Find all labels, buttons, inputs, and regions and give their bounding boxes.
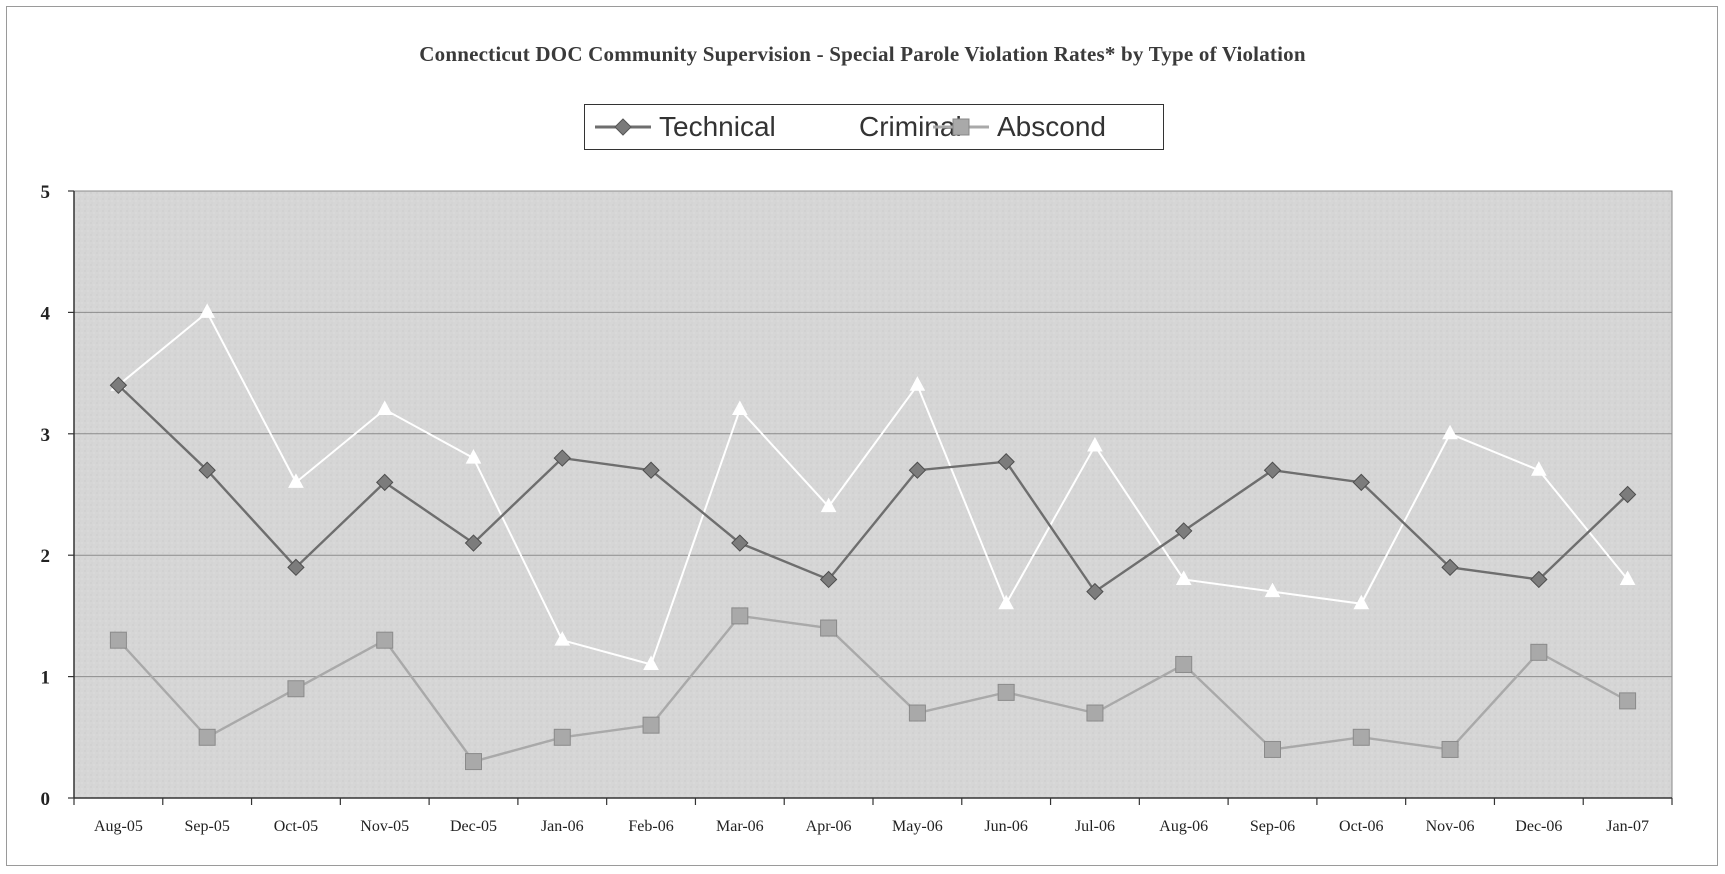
x-tick-label: Jul-06 xyxy=(1075,818,1115,835)
x-tick-label: Mar-06 xyxy=(716,818,764,835)
point-criminal xyxy=(1175,570,1192,585)
point-abscond xyxy=(1264,740,1281,758)
x-tick-label: Sep-06 xyxy=(1250,818,1295,835)
point-technical xyxy=(1441,558,1459,577)
axes: 0 1 2 3 4 5 Aug-05 Sep-05 Oct-05 Nov-05 Dec-05 Jan-… xyxy=(41,182,1673,835)
point-abscond xyxy=(1530,643,1548,661)
point-abscond xyxy=(465,753,482,771)
point-technical xyxy=(997,453,1015,471)
point-criminal xyxy=(731,400,748,416)
point-technical xyxy=(642,461,660,479)
point-criminal xyxy=(643,655,659,670)
y-tick-label: 4 xyxy=(41,303,51,324)
point-technical xyxy=(109,376,128,394)
point-technical xyxy=(1263,461,1282,479)
point-abscond xyxy=(376,631,394,649)
point-abscond xyxy=(1175,655,1193,673)
point-abscond xyxy=(997,683,1015,701)
series-line-abscond xyxy=(117,614,1629,763)
legend-item-abscond: Abscond xyxy=(931,108,1106,146)
legend-marker-technical xyxy=(595,118,651,136)
point-technical xyxy=(1175,522,1193,540)
point-technical xyxy=(1618,485,1637,504)
x-tick-label: May-06 xyxy=(892,818,943,835)
point-technical xyxy=(1086,582,1104,601)
x-tick-label: Apr-06 xyxy=(806,818,852,835)
point-abscond xyxy=(287,680,305,698)
point-criminal xyxy=(376,400,393,416)
x-tick-label: Dec-05 xyxy=(450,818,497,835)
point-technical xyxy=(908,461,927,479)
point-technical xyxy=(1530,570,1548,589)
x-tick-label: Feb-06 xyxy=(628,818,673,835)
point-criminal xyxy=(820,497,837,513)
point-criminal xyxy=(1264,582,1281,598)
point-criminal xyxy=(1442,424,1458,440)
point-technical xyxy=(376,473,394,492)
legend-label-technical: Technical xyxy=(659,111,776,142)
point-abscond xyxy=(908,704,926,722)
series-abscond xyxy=(109,607,1637,771)
point-technical xyxy=(731,534,749,552)
x-tick-label: Jun-06 xyxy=(984,818,1028,835)
x-tick-label: Aug-05 xyxy=(94,818,143,835)
x-tick-label: Aug-06 xyxy=(1159,818,1208,835)
point-abscond xyxy=(553,728,571,746)
point-criminal xyxy=(998,594,1015,610)
point-criminal xyxy=(554,631,571,646)
x-tick-label: Nov-05 xyxy=(360,818,409,835)
x-tick-label: Oct-06 xyxy=(1339,818,1383,835)
point-technical xyxy=(1352,473,1370,492)
point-criminal xyxy=(1619,570,1636,585)
x-tick-label: Jan-07 xyxy=(1606,818,1649,835)
point-technical xyxy=(819,570,838,589)
x-tick-label: Dec-06 xyxy=(1515,818,1562,835)
point-abscond xyxy=(642,716,660,734)
x-tick-label: Oct-05 xyxy=(274,818,318,835)
y-tick-label: 3 xyxy=(41,425,51,446)
point-criminal xyxy=(465,449,482,464)
point-criminal xyxy=(1530,461,1547,476)
x-tick-label: Jan-06 xyxy=(541,818,584,835)
point-abscond xyxy=(1352,728,1370,746)
x-tick-label: Nov-06 xyxy=(1426,818,1475,835)
series-technical xyxy=(109,376,1637,601)
y-tick-label: 2 xyxy=(41,546,51,567)
legend: Technical Criminal Abscond xyxy=(584,104,1164,150)
point-abscond xyxy=(198,728,216,746)
point-criminal xyxy=(909,376,926,391)
point-criminal xyxy=(1087,436,1103,452)
series-line-technical xyxy=(117,384,1629,594)
point-criminal xyxy=(288,473,304,488)
y-tick-label: 0 xyxy=(41,789,51,810)
gridlines xyxy=(74,190,1672,678)
point-abscond xyxy=(1086,704,1104,722)
y-tick-label: 1 xyxy=(41,668,51,689)
y-tick-label: 5 xyxy=(41,182,51,203)
chart-title: Connecticut DOC Community Supervision - … xyxy=(419,42,1306,66)
legend-item-technical: Technical xyxy=(593,108,776,146)
point-abscond xyxy=(1619,692,1637,710)
series-line-criminal xyxy=(117,310,1629,666)
legend-marker-abscond xyxy=(933,118,989,136)
point-technical xyxy=(464,534,483,552)
series-layer xyxy=(109,303,1637,771)
legend-label-abscond: Abscond xyxy=(997,111,1106,142)
point-abscond xyxy=(731,607,749,625)
point-criminal xyxy=(1353,594,1370,610)
point-criminal xyxy=(199,303,216,318)
point-technical xyxy=(553,449,571,467)
point-abscond xyxy=(1441,740,1459,758)
point-technical xyxy=(287,558,305,577)
point-abscond xyxy=(820,619,838,637)
point-technical xyxy=(198,461,216,479)
x-tick-label: Sep-05 xyxy=(185,818,230,835)
plot-area xyxy=(73,190,1673,799)
point-abscond xyxy=(109,631,127,649)
